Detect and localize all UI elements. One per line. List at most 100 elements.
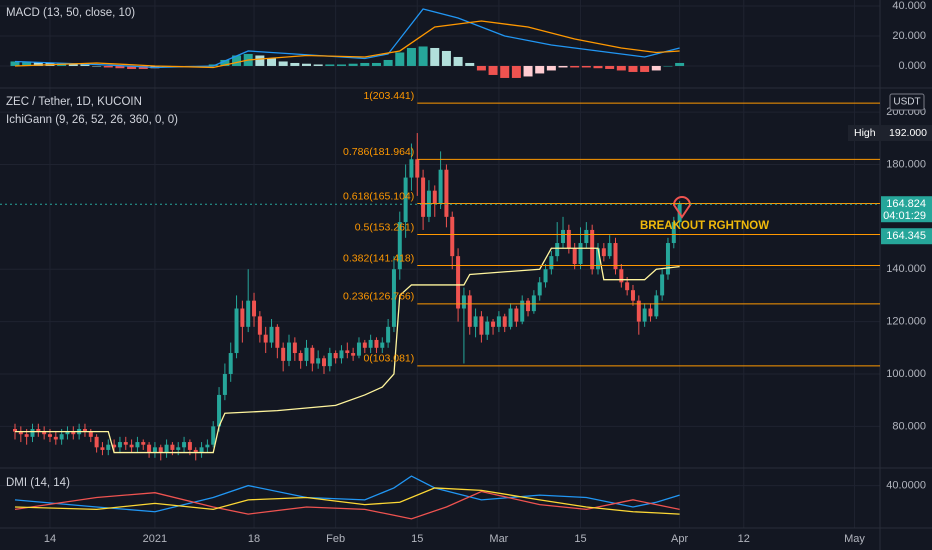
macd-histogram-bar xyxy=(511,65,521,78)
candle-body xyxy=(199,447,204,453)
macd-histogram-bar xyxy=(488,65,498,75)
dmi-line xyxy=(14,490,680,520)
candle-body xyxy=(642,308,647,322)
candle-body xyxy=(473,316,478,327)
fib-label: 0.618(165.104) xyxy=(343,190,414,202)
candle-body xyxy=(333,353,338,359)
unit-box[interactable] xyxy=(889,93,925,111)
macd-histogram-bar xyxy=(476,65,486,71)
candle-body xyxy=(380,342,385,348)
macd-histogram-bar xyxy=(453,56,463,66)
candle-body xyxy=(356,342,361,356)
candle-body xyxy=(596,248,601,270)
macd-histogram-bar xyxy=(441,50,451,66)
candle-body xyxy=(117,442,122,448)
macd-histogram-bar xyxy=(418,46,428,66)
macd-histogram-bar xyxy=(115,65,125,69)
dmi-line xyxy=(14,487,680,515)
macd-histogram-bar xyxy=(616,65,626,71)
x-tick-label: May xyxy=(844,533,865,545)
x-tick-label: 14 xyxy=(44,533,56,545)
candle-body xyxy=(141,442,146,445)
macd-histogram-bar xyxy=(68,63,78,66)
candle-body xyxy=(112,444,117,448)
macd-histogram-bar xyxy=(10,61,20,66)
macd-histogram-bar xyxy=(546,65,556,71)
candle-body xyxy=(53,436,58,440)
candle-body xyxy=(170,444,175,450)
candle-body xyxy=(246,300,251,327)
candle-body xyxy=(228,353,233,374)
candle-body xyxy=(42,431,47,435)
macd-histogram-bar xyxy=(581,65,591,68)
candle-body xyxy=(572,248,577,264)
candle-body xyxy=(520,300,525,322)
candle-body xyxy=(555,243,560,257)
candle-body xyxy=(94,436,99,448)
macd-histogram-bar xyxy=(383,59,393,66)
candle-body xyxy=(625,282,630,291)
axes: 14 2021 18 Feb 15 Mar 15 Apr 12 May 80.000 100.000 1… xyxy=(44,0,926,545)
macd-title: MACD (13, 50, close, 10) xyxy=(6,7,135,19)
unit-label[interactable]: USDT xyxy=(893,97,920,108)
macd-histogram-bar xyxy=(465,62,475,66)
ichigann-line xyxy=(15,247,680,454)
macd-histogram-bar xyxy=(663,65,673,67)
y-tick-label: 0.000 xyxy=(898,60,926,72)
candle-body xyxy=(415,159,420,178)
fib-label: 0.236(126.766) xyxy=(343,291,414,303)
macd-histogram-bar xyxy=(325,64,335,66)
candle-body xyxy=(467,295,472,327)
macd-histogram-bar xyxy=(675,62,685,66)
macd-histogram-bar xyxy=(570,65,580,68)
macd-histogram-bar xyxy=(535,65,545,74)
macd-histogram-bar xyxy=(255,55,265,66)
y-tick-label: 20.000 xyxy=(892,30,926,42)
annotation: BREAKOUT RGHTNOW xyxy=(640,220,769,232)
candle-body xyxy=(584,229,589,244)
candle-body xyxy=(327,353,332,367)
candle-body xyxy=(660,274,665,296)
candle-body xyxy=(222,373,227,395)
candle-body xyxy=(403,177,408,223)
x-tick-label: Apr xyxy=(671,533,688,545)
candle-body xyxy=(339,350,344,359)
candle-body xyxy=(298,353,303,361)
candle-body xyxy=(176,447,181,450)
candle-body xyxy=(421,177,426,217)
chart-title: ZEC / Tether, 1D, KUCOIN xyxy=(6,96,142,108)
candle-body xyxy=(485,321,490,335)
candle-body xyxy=(106,444,111,450)
candle-body xyxy=(100,447,105,450)
candle-body xyxy=(630,290,635,301)
candle-body xyxy=(217,394,222,427)
candle-body xyxy=(59,434,64,440)
candle-body xyxy=(351,353,356,356)
macd-histogram-bar xyxy=(523,65,533,77)
high-label-box xyxy=(848,125,932,142)
candle-body xyxy=(345,350,350,354)
candle-body xyxy=(36,428,41,432)
x-tick-label: 2021 xyxy=(143,533,167,545)
candle-body xyxy=(397,222,402,270)
dmi-line xyxy=(14,475,680,513)
candle-body xyxy=(252,300,257,317)
macd-histogram-bar xyxy=(302,63,312,66)
candle-body xyxy=(182,442,187,448)
candle-body xyxy=(578,243,583,264)
candle-body xyxy=(310,347,315,364)
candle-body xyxy=(88,431,93,437)
candle-body xyxy=(502,316,507,327)
x-tick-label: 15 xyxy=(574,533,586,545)
fib-label: 0.786(181.964) xyxy=(343,146,414,158)
candle-body xyxy=(561,229,566,244)
candle-body xyxy=(374,339,379,348)
x-tick-label: 18 xyxy=(248,533,260,545)
candle-body xyxy=(321,358,326,367)
macd-histogram-bar xyxy=(232,55,242,66)
candle-body xyxy=(391,269,396,327)
candle-body xyxy=(316,358,321,364)
candle-body xyxy=(362,342,367,348)
candle-body xyxy=(82,428,87,432)
candle-body xyxy=(531,295,536,312)
